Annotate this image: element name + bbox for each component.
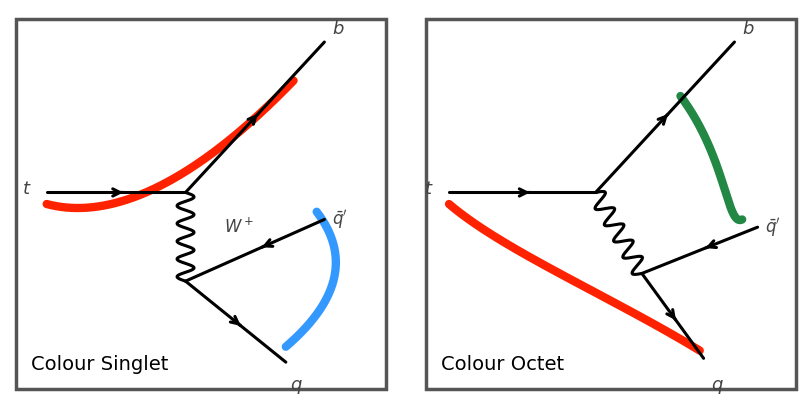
Text: $t$: $t$ (423, 180, 433, 198)
Text: $q$: $q$ (710, 378, 723, 396)
Text: $t$: $t$ (22, 180, 31, 198)
Text: $b$: $b$ (332, 20, 344, 38)
Text: $W^+$: $W^+$ (224, 217, 254, 237)
Text: $q$: $q$ (290, 378, 302, 396)
Text: Colour Octet: Colour Octet (441, 355, 564, 374)
Text: $b$: $b$ (741, 20, 753, 38)
Text: $\bar{q}^{\prime}$: $\bar{q}^{\prime}$ (765, 216, 780, 239)
Text: $\bar{q}^{\prime}$: $\bar{q}^{\prime}$ (332, 208, 347, 231)
Text: Colour Singlet: Colour Singlet (31, 355, 169, 374)
